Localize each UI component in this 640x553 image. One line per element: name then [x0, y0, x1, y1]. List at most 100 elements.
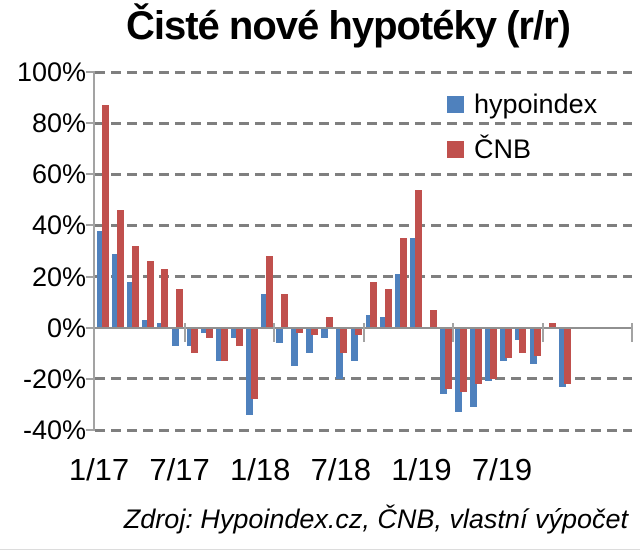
bar-hypoindex-3/17 [126, 281, 134, 328]
bar-hypoindex-5/17 [156, 322, 164, 328]
bar-hypoindex-1/18 [276, 327, 283, 344]
bar-ČNB-6/19 [534, 327, 542, 356]
x-axis-label: 1/19 [391, 452, 452, 487]
bar-ČNB-7/18 [370, 281, 378, 328]
x-tick [452, 322, 454, 342]
bar-hypoindex-2/19 [469, 327, 477, 407]
gridline-60 [95, 172, 632, 176]
gridline-80 [95, 121, 632, 125]
bar-ČNB-10/18 [415, 189, 423, 328]
x-tick [362, 322, 365, 342]
bar-ČNB-5/17 [161, 268, 169, 328]
bar-hypoindex-3/18 [305, 327, 313, 354]
y-tick--40 [86, 429, 95, 431]
bar-hypoindex-8/19 [559, 327, 567, 387]
bar-ČNB-8/17 [206, 327, 214, 338]
bar-ČNB-3/19 [489, 327, 497, 379]
y-axis-label: -40% [22, 415, 86, 445]
x-axis-label: 1/18 [230, 452, 291, 487]
chart-title: Čisté nové hypotéky (r/r) [125, 4, 571, 48]
legend-item-cnb: ČNB [447, 127, 597, 172]
bar-hypoindex-4/18 [320, 327, 328, 338]
bar-hypoindex-5/18 [335, 327, 343, 379]
y-axis-label: 100% [16, 57, 86, 87]
bar-ČNB-4/19 [504, 327, 512, 359]
bar-ČNB-2/19 [474, 327, 482, 384]
y-tick-100 [86, 71, 95, 73]
bar-ČNB-12/17 [265, 256, 273, 328]
x-axis-label: 7/18 [310, 452, 371, 487]
x-tick [273, 322, 275, 342]
y-axis-label: 20% [31, 261, 86, 292]
legend-label-hypoindex: hypoindex [474, 89, 598, 119]
bar-ČNB-6/17 [176, 289, 184, 328]
bar-ČNB-4/17 [146, 261, 154, 328]
bar-ČNB-10/17 [236, 327, 244, 346]
legend-item-hypoindex: hypoindex [447, 82, 597, 127]
bar-hypoindex-12/18 [440, 327, 448, 395]
bar-hypoindex-4/19 [499, 327, 507, 361]
bar-ČNB-9/17 [221, 327, 229, 361]
bar-ČNB-2/18 [295, 327, 303, 333]
y-tick-0 [86, 326, 95, 329]
y-tick-20 [86, 275, 95, 278]
bar-hypoindex-6/19 [529, 327, 537, 364]
bar-hypoindex-6/18 [350, 327, 358, 361]
legend-swatch-hypoindex [447, 96, 464, 113]
bar-hypoindex-9/18 [395, 274, 403, 328]
bar-hypoindex-2/18 [290, 327, 298, 367]
bar-ČNB-1/18 [280, 294, 288, 328]
bar-hypoindex-7/18 [365, 314, 373, 328]
bar-hypoindex-3/19 [484, 327, 492, 382]
x-tick [541, 322, 544, 342]
y-tick-60 [86, 173, 95, 176]
x-axis-label: 7/17 [149, 452, 210, 487]
bar-ČNB-8/19 [564, 327, 572, 384]
bar-hypoindex-2/17 [111, 253, 119, 328]
legend-swatch-cnb [447, 141, 464, 158]
y-axis-label: 60% [31, 159, 86, 190]
bar-hypoindex-4/17 [141, 320, 149, 328]
gridline--40 [95, 428, 632, 432]
bottom-rule [0, 549, 640, 550]
gridline-40 [95, 223, 632, 227]
y-axis-line [93, 72, 95, 430]
bar-hypoindex-5/19 [514, 327, 522, 341]
bar-ČNB-12/18 [444, 327, 452, 390]
bar-hypoindex-8/17 [201, 327, 209, 333]
y-axis-label: -20% [22, 363, 86, 394]
x-tick [183, 322, 186, 342]
bar-ČNB-3/18 [310, 327, 318, 336]
bar-ČNB-5/18 [340, 327, 348, 354]
bar-ČNB-3/17 [131, 245, 139, 328]
bar-hypoindex-8/18 [380, 317, 388, 328]
y-tick-40 [86, 224, 95, 227]
gridline-100 [95, 70, 632, 74]
bar-hypoindex-9/17 [216, 327, 224, 361]
y-tick-80 [86, 122, 95, 125]
bar-ČNB-5/19 [519, 327, 527, 354]
y-axis-label: 0% [46, 312, 86, 343]
x-tick [631, 322, 633, 342]
bar-ČNB-11/18 [429, 309, 437, 328]
bar-ČNB-6/18 [355, 327, 363, 336]
bar-ČNB-4/18 [325, 317, 333, 328]
bar-hypoindex-10/17 [231, 327, 239, 338]
gridline--20 [95, 377, 632, 381]
bar-ČNB-1/17 [101, 105, 109, 328]
y-axis-label: 40% [31, 210, 86, 241]
bar-hypoindex-7/17 [186, 327, 194, 346]
bar-ČNB-1/19 [459, 327, 467, 392]
bar-hypoindex-6/17 [171, 327, 179, 346]
bar-hypoindex-1/19 [455, 327, 462, 413]
bar-ČNB-11/17 [250, 327, 258, 400]
bar-hypoindex-1/17 [97, 230, 104, 328]
bar-ČNB-7/17 [191, 327, 199, 354]
bar-hypoindex-12/17 [261, 294, 269, 328]
x-axis-label: 7/19 [471, 452, 533, 487]
bar-ČNB-7/19 [549, 322, 557, 328]
bar-hypoindex-11/17 [246, 327, 254, 415]
bar-ČNB-9/18 [400, 238, 408, 328]
bar-ČNB-8/18 [385, 289, 393, 328]
x-axis-label: 1/17 [68, 452, 130, 487]
